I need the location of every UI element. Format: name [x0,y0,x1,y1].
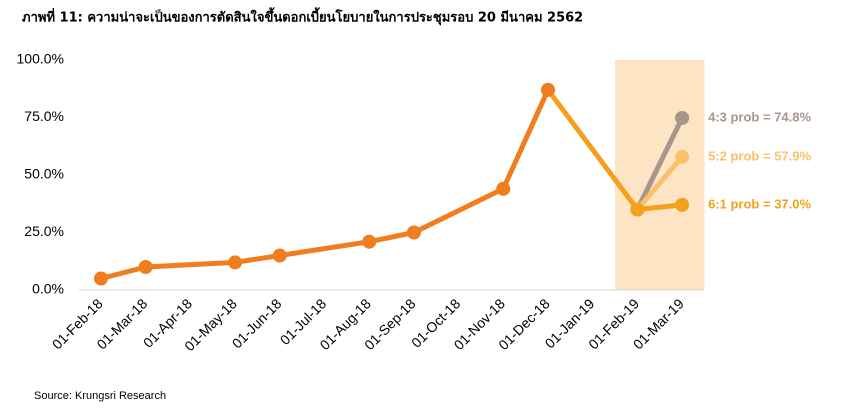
point [138,260,153,274]
series-line [635,155,685,212]
point [94,271,108,286]
series-line [100,88,551,281]
y-tick-label: 75.0% [24,108,64,124]
value-label: 5:2 prob = 57.9% [708,148,811,163]
value-label: 6:1 prob = 37.0% [708,196,811,211]
y-tick-label: 100.0% [17,51,64,67]
value-label: 4:3 prob = 74.8% [708,109,811,124]
y-tick-label: 50.0% [24,166,64,182]
point [228,255,243,270]
point [675,197,690,212]
point [362,234,377,249]
forecast-shade [615,60,705,290]
point [630,202,645,217]
point [541,82,555,97]
point [675,110,690,125]
y-tick-label: 25.0% [24,223,64,239]
point [406,225,421,240]
x-tick-label: 01-Jun-18 [229,295,285,351]
source: Source: Krungsri Research [34,390,166,402]
point [675,149,690,164]
point [496,181,511,196]
chart-title: ภาพที่ 11: ความน่าจะเป็นของการตัดสินใจขึ… [22,7,583,26]
y-tick-label: 0.0% [32,281,64,297]
point [272,248,287,263]
series-line [635,116,685,211]
